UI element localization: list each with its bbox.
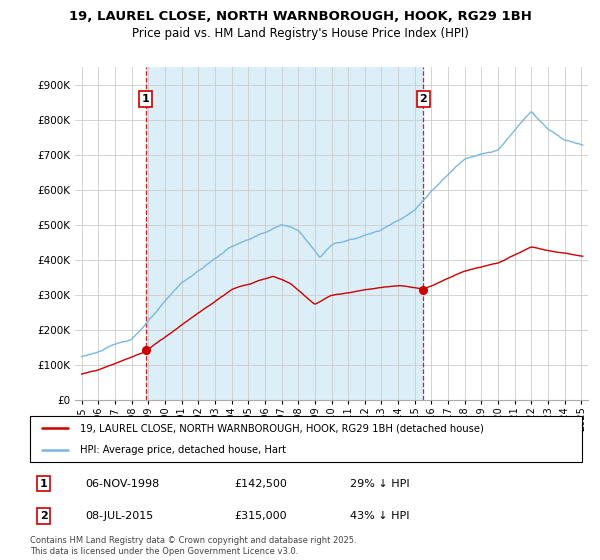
Text: £142,500: £142,500 bbox=[234, 479, 287, 489]
Text: HPI: Average price, detached house, Hart: HPI: Average price, detached house, Hart bbox=[80, 445, 286, 455]
Text: 1: 1 bbox=[142, 94, 149, 104]
Text: 19, LAUREL CLOSE, NORTH WARNBOROUGH, HOOK, RG29 1BH: 19, LAUREL CLOSE, NORTH WARNBOROUGH, HOO… bbox=[68, 10, 532, 23]
Text: 08-JUL-2015: 08-JUL-2015 bbox=[85, 511, 154, 521]
Bar bbox=[146, 67, 424, 400]
Text: 29% ↓ HPI: 29% ↓ HPI bbox=[350, 479, 410, 489]
FancyBboxPatch shape bbox=[30, 416, 582, 462]
Text: 1: 1 bbox=[40, 479, 47, 489]
Text: 2: 2 bbox=[419, 94, 427, 104]
Text: 2: 2 bbox=[40, 511, 47, 521]
Text: 06-NOV-1998: 06-NOV-1998 bbox=[85, 479, 160, 489]
Text: Price paid vs. HM Land Registry's House Price Index (HPI): Price paid vs. HM Land Registry's House … bbox=[131, 27, 469, 40]
Text: Contains HM Land Registry data © Crown copyright and database right 2025.
This d: Contains HM Land Registry data © Crown c… bbox=[30, 536, 356, 556]
Text: 43% ↓ HPI: 43% ↓ HPI bbox=[350, 511, 410, 521]
Text: 19, LAUREL CLOSE, NORTH WARNBOROUGH, HOOK, RG29 1BH (detached house): 19, LAUREL CLOSE, NORTH WARNBOROUGH, HOO… bbox=[80, 423, 484, 433]
Text: £315,000: £315,000 bbox=[234, 511, 287, 521]
